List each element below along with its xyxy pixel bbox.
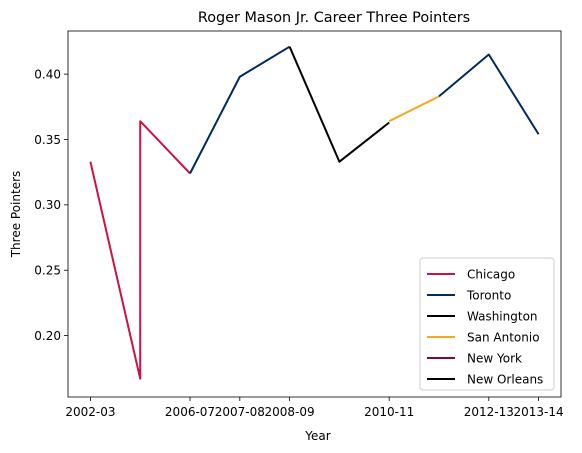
legend-label: San Antonio [467,330,540,344]
series-line-washington-2 [288,46,390,163]
y-tick-label: 0.25 [34,264,61,278]
legend-label: New Orleans [467,372,543,386]
y-axis: 0.20 0.25 0.30 0.35 0.40 [34,67,68,343]
y-axis-label: Three Pointers [9,171,23,259]
chart-title: Roger Mason Jr. Career Three Pointers [198,10,470,26]
legend-label: Chicago [467,267,515,281]
y-tick-label: 0.40 [34,67,61,81]
x-tick-label: 2008-09 [265,405,315,419]
x-tick-label: 2012-13 [464,405,514,419]
x-tick-label: 2010-11 [364,405,414,419]
y-tick-label: 0.30 [34,198,61,212]
series-line-toronto-1 [189,45,291,174]
legend-label: New York [467,351,522,365]
x-axis: 2002-03 2006-07 2007-08 2008-09 2010-11 2012-… [65,397,564,419]
series-line-san-antonio-3 [388,95,440,123]
x-tick-label: 2007-08 [215,405,265,419]
x-tick-label: 2002-03 [65,405,115,419]
x-tick-label: 2006-07 [165,405,215,419]
series-line-chicago-0 [89,120,191,380]
plot-frame [67,30,562,398]
legend-label: Washington [467,309,538,323]
x-axis-label: Year [304,429,330,443]
x-tick-label: 2013-14 [514,405,564,419]
series-line-toronto-6 [438,53,540,135]
y-tick-label: 0.35 [34,133,61,147]
legend: Chicago Toronto Washington San Antonio New Y… [419,257,555,391]
y-tick-label: 0.20 [34,329,61,343]
series-layer [89,45,540,380]
legend-label: Toronto [466,288,511,302]
